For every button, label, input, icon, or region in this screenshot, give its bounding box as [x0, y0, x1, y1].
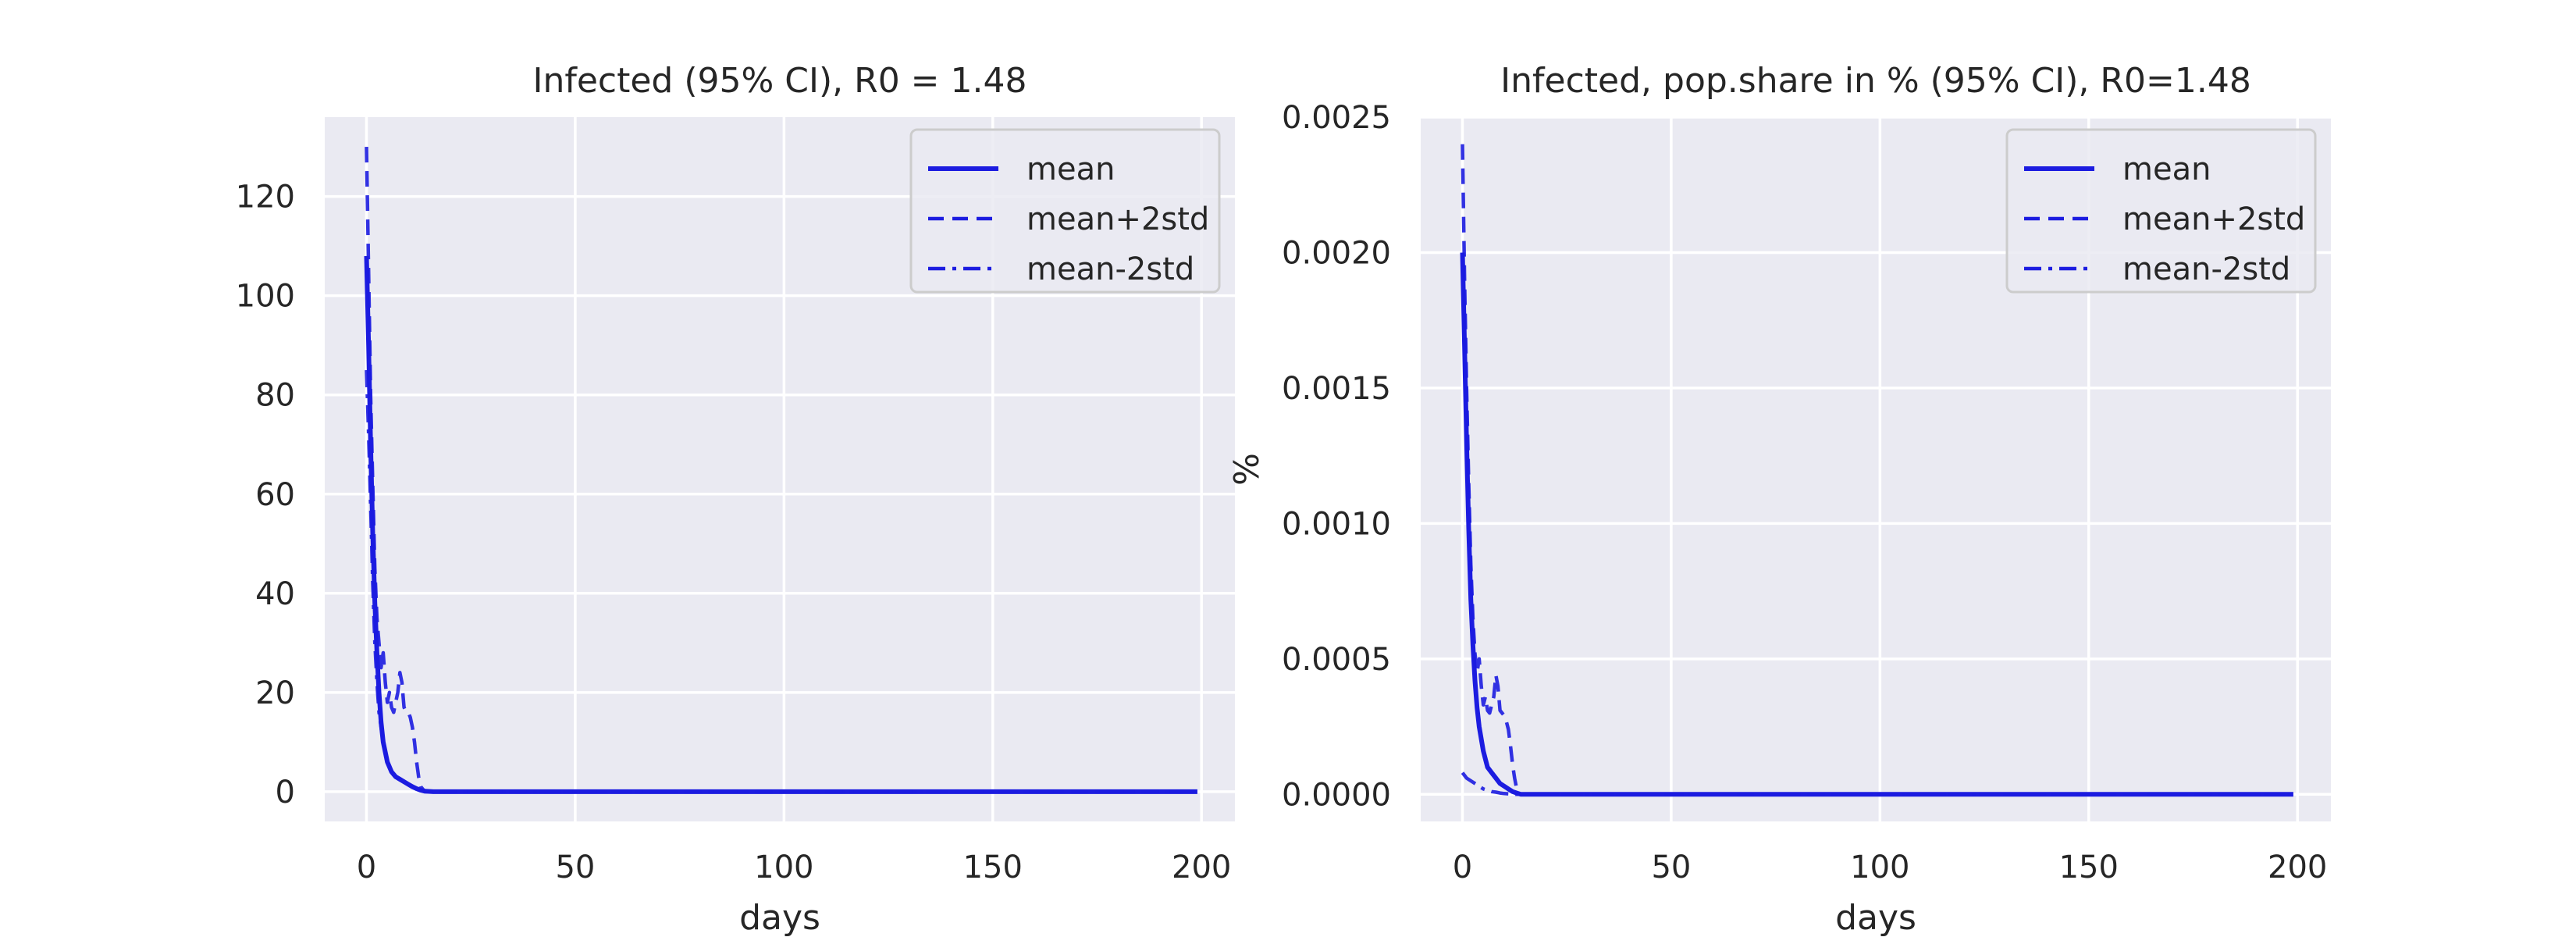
- series-line-mean-2std: [365, 369, 1197, 794]
- x-tick-label: 150: [963, 850, 1023, 885]
- y-axis-label: %: [1227, 453, 1267, 486]
- legend-entry-label: mean: [2122, 151, 2211, 187]
- y-tick-label: 0.0015: [1282, 371, 1391, 407]
- chart-title: Infected (95% CI), R0 = 1.48: [532, 61, 1026, 101]
- legend-entry-label: mean+2std: [2122, 201, 2305, 237]
- y-tick-labels: 0.0000 0.0005 0.0010 0.0015 0.0020 0.0025: [1282, 100, 1391, 813]
- x-tick-label: 50: [555, 850, 595, 885]
- chart-panel-infected: 0 50 100 150 200 0 20 40 60 80 100 120 Infected (9…: [236, 61, 1235, 937]
- x-tick-label: 150: [2059, 850, 2119, 885]
- x-tick-label: 50: [1651, 850, 1691, 885]
- y-tick-label: 0.0010: [1282, 506, 1391, 542]
- y-tick-label: 100: [236, 279, 295, 315]
- legend-entry-label: mean+2std: [1026, 201, 1209, 237]
- y-tick-label: 0.0020: [1282, 235, 1391, 271]
- chart-panel-infected-share: 0 50 100 150 200 0.00000.00050.00100.00150.0…: [1227, 61, 2331, 937]
- y-tick-label: 0.0025: [1282, 100, 1391, 136]
- legend-entry-label: mean-2std: [2122, 251, 2290, 287]
- x-tick-label: 200: [1172, 850, 1231, 885]
- grid-lines: [325, 117, 1235, 821]
- legend: mean mean+2std mean-2std: [2005, 128, 2317, 294]
- legend: mean mean+2std mean-2std: [909, 128, 1221, 294]
- x-tick-labels: 0 50 100 150 200: [1453, 850, 2328, 885]
- x-axis-label: days: [739, 898, 820, 937]
- y-tick-label: 0.0005: [1282, 642, 1391, 678]
- x-tick-label: 0: [357, 850, 376, 885]
- x-tick-label: 0: [1453, 850, 1472, 885]
- x-tick-label: 100: [1850, 850, 1909, 885]
- x-tick-label: 100: [754, 850, 813, 885]
- legend-entry-label: mean-2std: [1026, 251, 1194, 287]
- y-tick-label: 60: [255, 477, 295, 513]
- chart-title: Infected, pop.share in % (95% CI), R0=1.…: [1500, 61, 2251, 101]
- series-lines: [1460, 144, 2293, 797]
- series-line-mean-2std: [1461, 144, 2293, 796]
- x-axis-label: days: [1835, 898, 1916, 937]
- y-tick-label: 80: [255, 378, 295, 414]
- x-tick-labels: 0 50 100 150 200: [357, 850, 1232, 885]
- y-tick-label: 20: [255, 675, 295, 711]
- series-line-mean-2std: [1461, 771, 2293, 796]
- y-tick-label: 0: [276, 775, 295, 811]
- series-lines: [364, 147, 1197, 794]
- y-tick-labels: 0 20 40 60 80 100 120: [236, 180, 295, 811]
- legend-entry-label: mean: [1026, 151, 1115, 187]
- y-tick-label: 120: [236, 180, 295, 216]
- x-tick-label: 200: [2268, 850, 2327, 885]
- y-tick-label: 0.0000: [1282, 777, 1391, 813]
- y-tick-label: 40: [255, 576, 295, 612]
